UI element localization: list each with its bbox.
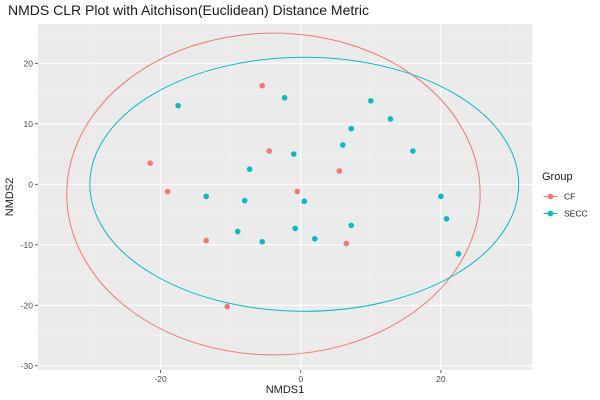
point-cf: [266, 148, 273, 154]
legend-key-point: [547, 193, 554, 200]
x-tick-label: -20: [154, 374, 167, 384]
legend-title: Group: [542, 171, 573, 183]
point-secc: [311, 235, 318, 242]
legend-key-point: [547, 210, 554, 217]
y-tick-label: 10: [24, 119, 34, 129]
x-axis-ticks: -20 0 20: [154, 370, 446, 384]
x-tick-label: 20: [436, 374, 446, 384]
ellipse-secc: [89, 56, 520, 312]
point-cf: [224, 303, 230, 310]
point-cf: [147, 160, 153, 166]
point-cf: [203, 237, 209, 244]
point-cf: [259, 82, 266, 89]
legend-label-cf: CF: [564, 192, 575, 202]
point-secc: [203, 193, 209, 200]
point-secc: [292, 225, 298, 232]
point-secc: [443, 215, 450, 222]
point-secc: [410, 148, 416, 154]
point-secc: [234, 228, 241, 235]
point-secc: [241, 197, 248, 204]
point-cf: [336, 168, 343, 174]
point-secc: [348, 125, 355, 132]
x-tick-label: 0: [298, 374, 303, 384]
point-secc: [368, 98, 374, 104]
point-secc: [301, 198, 308, 205]
y-tick-label: -30: [21, 361, 34, 371]
y-tick-label: 20: [24, 58, 34, 68]
point-secc: [387, 116, 394, 122]
y-axis-ticks: -30 -20 -10 0 10 20: [21, 58, 38, 371]
y-tick-label: 0: [28, 179, 33, 189]
point-secc: [438, 193, 444, 200]
chart-title: NMDS CLR Plot with Aitchison(Euclidean) …: [8, 2, 369, 18]
data-points: [147, 82, 462, 310]
y-tick-label: -10: [21, 240, 34, 250]
x-axis-title: NMDS1: [266, 384, 305, 396]
point-secc: [348, 222, 355, 229]
confidence-ellipses: [66, 32, 520, 356]
legend-label-secc: SECC: [564, 209, 588, 219]
y-axis-title: NMDS2: [4, 178, 16, 217]
point-cf: [294, 188, 301, 195]
point-secc: [175, 102, 181, 109]
legend: Group CF SECC: [542, 171, 588, 222]
point-secc: [340, 142, 346, 148]
point-secc: [455, 251, 462, 257]
ellipse-cf: [66, 32, 481, 356]
point-secc: [281, 94, 288, 101]
major-gridlines: [38, 24, 532, 370]
point-secc: [246, 166, 253, 172]
y-tick-label: -20: [21, 300, 34, 310]
point-cf: [164, 188, 171, 195]
point-secc: [259, 238, 266, 245]
point-secc: [290, 151, 297, 157]
point-cf: [343, 240, 350, 247]
plot-panel: [38, 24, 532, 370]
